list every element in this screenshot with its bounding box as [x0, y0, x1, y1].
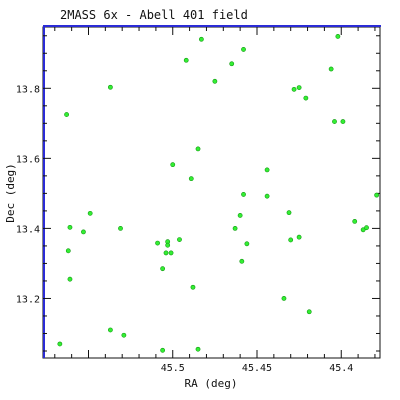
data-point	[352, 218, 358, 224]
data-point	[241, 47, 246, 52]
data-point	[195, 346, 201, 352]
data-point	[374, 192, 380, 198]
data-point	[212, 78, 218, 84]
y-tick-label: 13.4	[16, 224, 40, 235]
data-point	[188, 176, 194, 182]
data-point	[118, 225, 123, 231]
data-point	[306, 309, 312, 315]
y-tick-label: 13.2	[16, 294, 40, 305]
data-point	[264, 167, 270, 173]
data-point	[291, 86, 297, 92]
data-point	[168, 250, 174, 256]
data-point	[160, 347, 166, 353]
data-point	[195, 146, 201, 152]
data-point	[108, 84, 113, 90]
data-point	[229, 61, 235, 67]
data-point	[57, 341, 63, 347]
x-tick-label: 45.45	[242, 363, 272, 374]
data-point	[360, 227, 366, 233]
data-point	[65, 248, 71, 254]
data-points	[57, 34, 380, 353]
data-point	[241, 192, 246, 197]
data-point	[177, 237, 182, 243]
data-point	[160, 266, 166, 272]
data-point	[239, 258, 245, 264]
data-point	[328, 66, 334, 72]
data-point	[332, 119, 337, 124]
data-point	[296, 85, 302, 90]
data-point	[67, 276, 73, 282]
data-point	[155, 240, 160, 246]
axis-tick-labels: 45.5 45.45 45.4 13.2 13.4 13.6 13.8	[16, 84, 353, 374]
data-point	[198, 36, 204, 42]
data-point	[108, 327, 113, 333]
data-point	[232, 225, 238, 231]
data-point	[288, 237, 294, 243]
data-point	[190, 284, 196, 290]
data-point	[335, 34, 341, 39]
x-tick-label: 45.4	[329, 363, 353, 374]
data-point	[286, 210, 292, 216]
data-point	[296, 234, 302, 240]
data-point	[165, 242, 171, 248]
data-point	[244, 241, 250, 247]
data-point	[183, 57, 189, 63]
data-point	[67, 224, 73, 230]
data-point	[170, 162, 176, 168]
data-point	[281, 296, 287, 301]
data-point	[163, 250, 169, 256]
x-axis-label: RA (deg)	[185, 377, 238, 390]
axis-ticks	[43, 27, 380, 358]
y-tick-label: 13.6	[16, 154, 40, 165]
data-point	[340, 119, 346, 124]
y-axis-label: Dec (deg)	[4, 163, 17, 223]
y-tick-label: 13.8	[16, 84, 40, 95]
data-point	[264, 193, 270, 199]
data-point	[303, 95, 309, 101]
plot-frame	[42, 26, 381, 359]
data-point	[121, 332, 127, 338]
data-point	[64, 112, 69, 117]
data-point	[87, 210, 93, 216]
data-point	[237, 213, 243, 218]
x-tick-label: 45.5	[161, 363, 185, 374]
data-point	[364, 225, 369, 231]
chart-title: 2MASS 6x - Abell 401 field	[60, 8, 248, 22]
data-point	[81, 229, 86, 235]
